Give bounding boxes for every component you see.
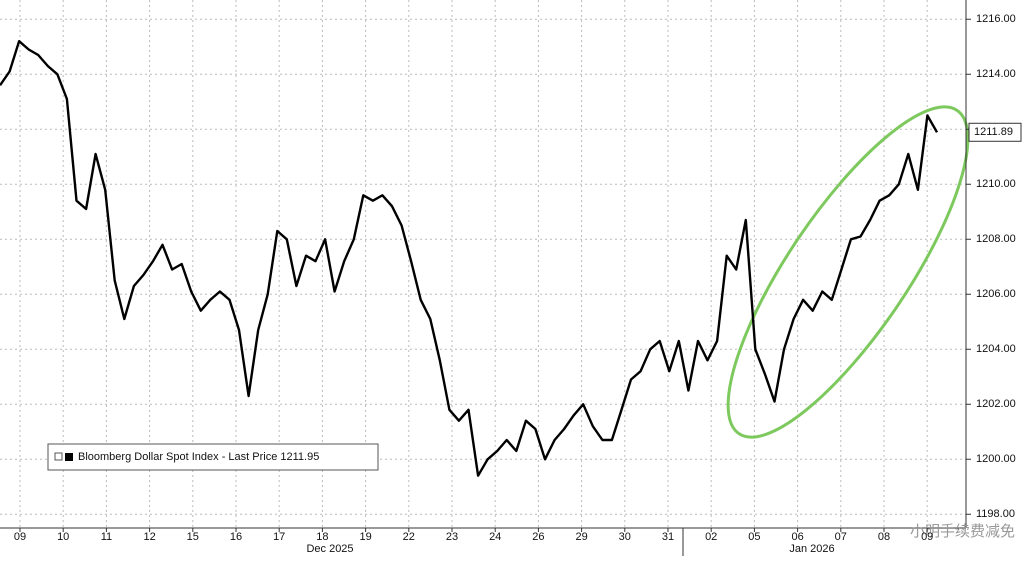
x-tick-label: 24 [489,531,501,543]
y-tick-label: 1202.00 [976,398,1016,410]
y-tick-label: 1214.00 [976,68,1016,80]
legend-label: Bloomberg Dollar Spot Index - Last Price… [78,451,319,463]
legend: Bloomberg Dollar Spot Index - Last Price… [47,443,379,471]
legend-icon [54,452,63,461]
x-tick-label: 09 [921,531,933,543]
x-tick-label: 05 [748,531,760,543]
x-tick-label: 07 [835,531,847,543]
y-tick-label: 1206.00 [976,288,1016,300]
price-line [0,40,939,477]
x-tick-label: 18 [316,531,328,543]
x-tick-label: 09 [14,531,26,543]
legend-swatch [65,453,73,461]
period-label: Jan 2026 [789,543,834,555]
highlight-ellipse [726,105,970,439]
x-tick-label: 23 [446,531,458,543]
last-price-label: 1211.89 [974,126,1013,138]
y-tick-label: 1210.00 [976,178,1016,190]
x-tick-label: 15 [187,531,199,543]
x-tick-label: 31 [662,531,674,543]
x-tick-label: 19 [359,531,371,543]
legend-box [47,443,379,471]
x-tick-label: 22 [403,531,415,543]
x-tick-label: 08 [878,531,890,543]
y-tick-label: 1198.00 [976,508,1015,520]
period-label: Dec 2025 [306,543,353,555]
x-tick-label: 11 [101,531,112,543]
x-tick-label: 29 [575,531,587,543]
y-tick-label: 1216.00 [976,13,1016,25]
x-tick-label: 10 [57,531,69,543]
y-tick-label: 1208.00 [976,233,1016,245]
last-price-tag [968,122,1022,142]
watermark: 小明手续费减免 [910,523,1015,540]
x-tick-label: 02 [705,531,717,543]
x-tick-label: 16 [230,531,242,543]
y-tick-label: 1200.00 [976,453,1016,465]
x-tick-label: 06 [791,531,803,543]
x-tick-label: 17 [273,531,285,543]
x-tick-label: 30 [619,531,631,543]
x-tick-label: 12 [143,531,155,543]
x-tick-label: 26 [532,531,544,543]
y-tick-label: 1204.00 [976,343,1016,355]
